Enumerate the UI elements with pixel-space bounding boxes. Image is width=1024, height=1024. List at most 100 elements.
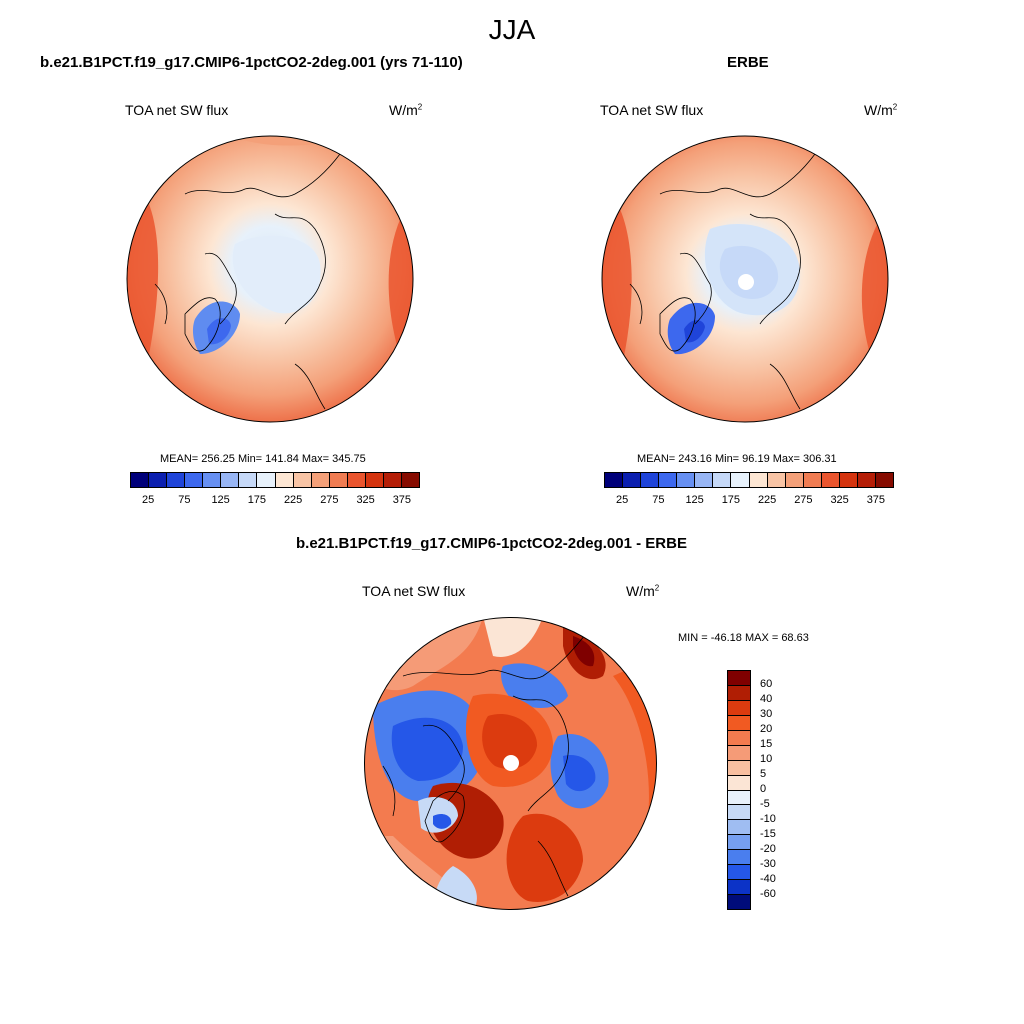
panel1-units-exp: 2 (417, 102, 423, 112)
panel1-colorbar (130, 472, 420, 488)
panel1-colorbar-label: 75 (178, 494, 191, 506)
panel3-title: b.e21.B1PCT.f19_g17.CMIP6-1pctCO2-2deg.0… (296, 535, 687, 552)
panel1-colorbar-swatch (401, 473, 419, 487)
panel2-colorbar-swatch (623, 473, 642, 487)
panel1-colorbar-swatch (347, 473, 366, 487)
panel2-colorbar-label: 375 (866, 494, 886, 506)
panel2-colorbar (604, 472, 894, 488)
panel3-colorbar-label: -10 (760, 813, 776, 825)
panel2-units-exp: 2 (892, 102, 898, 112)
panel2-colorbar-swatch (659, 473, 678, 487)
panel2-colorbar-label: 225 (757, 494, 777, 506)
panel2-colorbar-label: 325 (830, 494, 849, 506)
panel3-colorbar-swatch (728, 745, 750, 761)
panel3-colorbar-label: -15 (760, 828, 776, 840)
panel3-colorbar-label: -20 (760, 843, 776, 855)
panel3-colorbar-swatch (728, 671, 750, 686)
panel1-colorbar-swatch (275, 473, 294, 487)
panel2-colorbar-label: 175 (721, 494, 741, 506)
panel2-colorbar-swatch (875, 473, 893, 487)
panel1-colorbar-swatch (167, 473, 186, 487)
panel1-polar-map (126, 135, 414, 423)
figure-season-title: JJA (488, 14, 536, 45)
panel1-colorbar-swatch (221, 473, 240, 487)
panel1-colorbar-label: 275 (320, 494, 339, 506)
panel3-colorbar-swatch (728, 715, 750, 731)
panel3-units: W/m2 (626, 583, 659, 599)
panel3-colorbar-label: 0 (760, 783, 767, 795)
panel2-units: W/m2 (864, 102, 897, 118)
panel3-colorbar-label: 15 (760, 738, 773, 750)
panel3-minmax: MIN = -46.18 MAX = 68.63 (678, 632, 809, 644)
panel3-colorbar-label: -60 (760, 888, 776, 900)
panel3-variable: TOA net SW flux (362, 583, 466, 599)
panel2-polar-map (601, 135, 889, 423)
panel2-colorbar-swatch (821, 473, 840, 487)
panel3-colorbar-label: 40 (760, 693, 773, 705)
panel1-colorbar-swatch (257, 473, 276, 487)
panel3-colorbar-swatch (728, 760, 750, 776)
panel3-colorbar-label: 5 (760, 768, 767, 780)
panel2-colorbar-swatch (857, 473, 876, 487)
panel1-title: b.e21.B1PCT.f19_g17.CMIP6-1pctCO2-2deg.0… (40, 54, 463, 71)
panel2-colorbar-label: 25 (616, 494, 629, 506)
panel3-colorbar-label: 60 (760, 678, 773, 690)
panel3-colorbar-label: -5 (760, 798, 770, 810)
panel3-units-exp: 2 (654, 583, 660, 593)
panel1-colorbar-label: 325 (356, 494, 375, 506)
panel2-colorbar-swatch (785, 473, 804, 487)
panel3-units-base: W/m (626, 583, 655, 599)
panel1-colorbar-label: 225 (283, 494, 303, 506)
panel3-colorbar-label: -30 (760, 858, 776, 870)
panel3-polar-map (364, 617, 657, 910)
panel3-colorbar (727, 670, 751, 910)
panel3-colorbar-label: 20 (760, 723, 773, 735)
panel2-colorbar-swatch (839, 473, 858, 487)
panel3-colorbar-swatch (728, 850, 750, 866)
panel1-colorbar-swatch (185, 473, 204, 487)
panel3-colorbar-swatch (728, 865, 750, 881)
panel1-colorbar-swatch (149, 473, 168, 487)
panel2-colorbar-label: 275 (794, 494, 813, 506)
panel1-stats: MEAN= 256.25 Min= 141.84 Max= 345.75 (160, 453, 366, 465)
panel2-stats: MEAN= 243.16 Min= 96.19 Max= 306.31 (637, 453, 837, 465)
panel1-colorbar-label: 125 (211, 494, 230, 506)
panel2-title: ERBE (727, 54, 769, 71)
panel1-colorbar-swatch (329, 473, 348, 487)
panel3-colorbar-swatch (728, 805, 750, 821)
panel1-colorbar-swatch (383, 473, 402, 487)
panel3-colorbar-label: 10 (760, 753, 773, 765)
panel1-units: W/m2 (389, 102, 422, 118)
panel3-colorbar-swatch (728, 775, 750, 791)
panel3-colorbar-swatch (728, 685, 750, 701)
panel2-units-base: W/m (864, 102, 893, 118)
panel1-colorbar-label: 25 (142, 494, 155, 506)
panel2-colorbar-swatch (677, 473, 696, 487)
panel3-colorbar-label: 30 (760, 708, 773, 720)
panel1-colorbar-swatch (239, 473, 258, 487)
panel2-colorbar-swatch (731, 473, 750, 487)
panel3-colorbar-swatch (728, 700, 750, 716)
panel1-colorbar-swatch (131, 473, 150, 487)
panel1-colorbar-label: 175 (247, 494, 267, 506)
panel1-units-base: W/m (389, 102, 418, 118)
panel3-colorbar-label: -40 (760, 873, 776, 885)
panel1-colorbar-swatch (203, 473, 222, 487)
panel2-colorbar-swatch (695, 473, 714, 487)
panel2-colorbar-swatch (749, 473, 768, 487)
panel2-colorbar-swatch (641, 473, 660, 487)
panel2-colorbar-swatch (803, 473, 822, 487)
panel3-colorbar-swatch (728, 790, 750, 806)
panel3-colorbar-swatch (728, 880, 750, 896)
panel2-colorbar-swatch (713, 473, 732, 487)
panel1-colorbar-swatch (293, 473, 312, 487)
panel2-colorbar-label: 125 (685, 494, 704, 506)
panel3-colorbar-swatch (728, 895, 750, 909)
panel1-colorbar-label: 375 (392, 494, 412, 506)
panel2-colorbar-label: 75 (652, 494, 665, 506)
panel3-colorbar-swatch (728, 835, 750, 851)
panel3-colorbar-swatch (728, 820, 750, 836)
panel2-colorbar-swatch (605, 473, 624, 487)
panel1-colorbar-swatch (365, 473, 384, 487)
panel2-variable: TOA net SW flux (600, 102, 704, 118)
